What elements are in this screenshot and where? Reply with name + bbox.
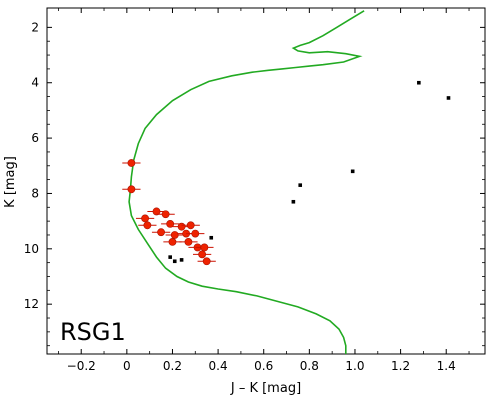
field-star-point — [168, 255, 172, 259]
member-star-point — [127, 159, 136, 167]
field-star-point — [446, 96, 451, 100]
member-star-point — [127, 185, 136, 194]
y-tick-label: 10 — [24, 242, 39, 256]
y-tick-label: 6 — [31, 131, 39, 145]
panel-label: RSG1 — [60, 318, 126, 346]
isochrone-layer — [128, 10, 365, 354]
field-star-point — [291, 199, 296, 204]
y-tick-label: 12 — [24, 297, 39, 311]
x-tick-label: 0.4 — [209, 359, 228, 373]
field-star-point — [179, 258, 184, 262]
member-star-point — [177, 222, 186, 231]
member-star-point — [168, 237, 177, 246]
field-star-point — [209, 235, 214, 240]
member-star-point — [202, 257, 211, 266]
isochrone-line — [128, 10, 365, 354]
plot-frame — [46, 7, 486, 355]
field-star-point — [417, 80, 421, 85]
x-tick-label: 0 — [123, 359, 131, 373]
member-star-point — [161, 210, 170, 219]
member-star-point — [141, 214, 149, 223]
field-star-point — [298, 183, 303, 187]
y-axis-title: K [mag] — [3, 156, 18, 208]
x-tick-label: 0.8 — [300, 359, 319, 373]
member-stars-layer — [122, 159, 216, 266]
y-tick-label: 8 — [31, 186, 39, 200]
member-star-point — [143, 221, 152, 230]
field-star-point — [350, 169, 355, 174]
member-star-point — [184, 237, 193, 246]
member-star-point — [198, 250, 207, 259]
y-tick-label: 4 — [31, 76, 39, 90]
field-stars-layer — [168, 80, 451, 264]
x-tick-label: 1.2 — [391, 359, 410, 373]
member-star-point — [186, 221, 195, 230]
x-axis-title: J – K [mag] — [230, 381, 301, 396]
x-tick-label: −0.2 — [67, 359, 96, 373]
member-star-point — [166, 220, 175, 228]
member-star-point — [152, 207, 161, 216]
x-tick-label: 1.0 — [345, 359, 364, 373]
member-star-point — [170, 231, 179, 239]
member-star-point — [157, 228, 165, 237]
x-axis: −0.2 0 0.2 0.4 0.6 0.8 1.0 1.2 1.4 — [58, 8, 470, 373]
field-star-point — [172, 259, 177, 264]
x-tick-label: 1.4 — [437, 359, 456, 373]
member-star-point — [200, 243, 209, 252]
y-tick-label: 2 — [31, 20, 39, 34]
member-star-point — [191, 229, 200, 238]
x-tick-label: 0.2 — [163, 359, 182, 373]
x-tick-label: 0.6 — [254, 359, 273, 373]
y-axis: 2 4 6 8 10 12 — [24, 20, 485, 347]
